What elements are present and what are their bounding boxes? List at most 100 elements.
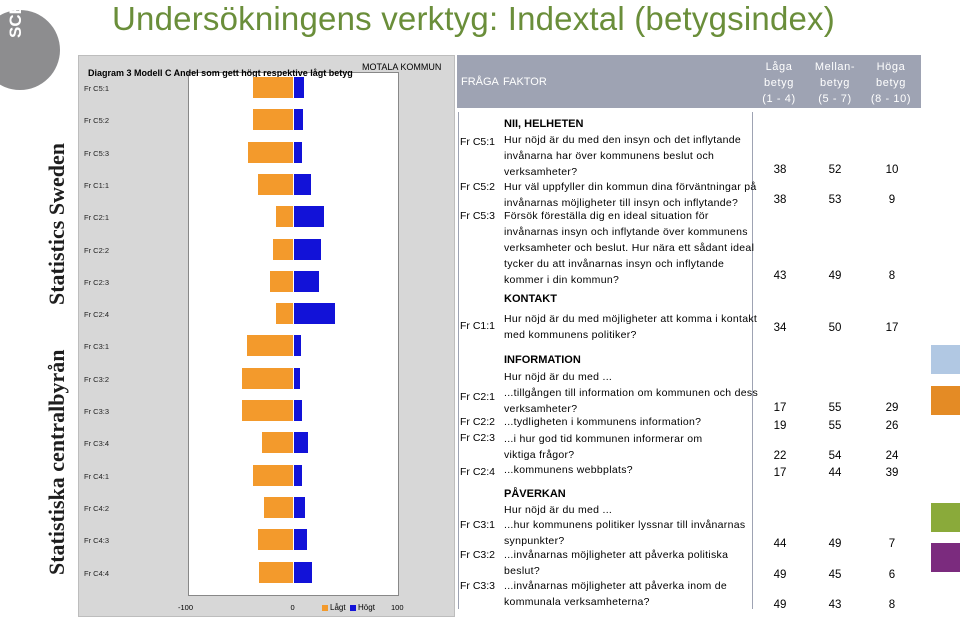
legend-swatch-low (322, 604, 328, 611)
chart-bar-low (253, 464, 294, 486)
chart-subtitle: MOTALA KOMMUN (362, 62, 442, 72)
chart-bar-high (293, 432, 309, 454)
value-cell: 49 (773, 569, 787, 581)
value-cell: 34 (773, 322, 787, 334)
question-code: Fr C5:2 (460, 181, 496, 193)
value-cell: 9 (888, 194, 896, 206)
question-text: invånarnas insyn och inflytande över kom… (504, 226, 748, 238)
chart-x-tick: -100 (178, 603, 194, 612)
table-header: FRÅGA FAKTOR Låga betyg (1 - 4) Mellan- … (457, 55, 921, 108)
chart-bar-low (258, 561, 294, 583)
question-code: Fr C5:3 (460, 210, 496, 222)
header-low-2: betyg (764, 77, 794, 89)
side-color-square (931, 345, 960, 374)
question-text: beslut? (504, 565, 540, 577)
question-text: kommunala verksamheterna? (504, 596, 650, 608)
chart-category-label: Fr C2:2 (84, 245, 110, 255)
chart-bar-high (293, 400, 302, 421)
question-text: ...tydligheten i kommunens information? (504, 416, 702, 428)
brand-english: Statistics Sweden (44, 143, 69, 305)
chart-category-label: Fr C1:1 (84, 180, 110, 190)
value-cell: 49 (773, 599, 787, 611)
section-intro: Hur nöjd är du med ... (504, 371, 613, 383)
section-label: NII, HELHETEN (504, 118, 584, 130)
section-label: KONTAKT (504, 293, 557, 305)
chart-category-label: Fr C2:4 (84, 310, 110, 320)
chart-bar-high (293, 496, 306, 518)
side-color-square (931, 543, 960, 572)
question-text: ...hur kommunens politiker lyssnar till … (504, 519, 746, 531)
value-cell: 55 (828, 420, 842, 432)
header-mid-3: (5 - 7) (818, 93, 852, 105)
question-text: Hur nöjd är du med den insyn och det inf… (504, 134, 742, 146)
value-cell: 52 (828, 164, 842, 176)
value-cell: 10 (885, 164, 899, 176)
value-cell: 29 (885, 402, 899, 414)
question-text: ...i hur god tid kommunen informerar om (504, 433, 703, 445)
chart-category-label: Fr C2:3 (84, 277, 110, 287)
value-cell: 45 (828, 569, 842, 581)
question-code: Fr C2:3 (460, 432, 496, 444)
header-mid-2: betyg (820, 77, 850, 89)
brand-swedish: Statistiska centralbyrån (44, 349, 69, 576)
chart-bar-low (253, 77, 294, 98)
value-cell: 53 (828, 194, 842, 206)
question-text: med kommunens politiker? (504, 329, 637, 341)
header-low: Låga betyg (1 - 4) (749, 59, 809, 107)
chart-bar-high (293, 367, 300, 389)
header-high: Höga betyg (8 - 10) (861, 59, 921, 107)
chart-bar-high (293, 303, 335, 325)
question-text: ...invånarnas möjligheter att påverka in… (504, 580, 728, 592)
chart-category-label: Fr C5:3 (84, 148, 110, 158)
table-divider-values (752, 112, 753, 609)
header-high-3: (8 - 10) (870, 93, 912, 105)
question-text: kommer i din kommun? (504, 274, 620, 286)
question-code: Fr C3:2 (460, 549, 496, 561)
chart-bar-low (263, 496, 294, 518)
header-low-3: (1 - 4) (762, 93, 796, 105)
chart-category-label: Fr C5:1 (84, 84, 110, 93)
page-title: Undersökningens verktyg: Indextal (betyg… (112, 0, 835, 37)
chart-bar-high (293, 141, 302, 163)
chart-category-label: Fr C4:1 (84, 471, 110, 481)
chart-title: Diagram 3 Modell C Andel som gett högt r… (88, 68, 353, 78)
chart-category-label: Fr C4:4 (84, 568, 110, 578)
chart-category-label: Fr C3:1 (84, 342, 110, 352)
chart-category-label: Fr C5:2 (84, 116, 110, 126)
chart-category-label: Fr C2:1 (84, 213, 110, 223)
question-code: Fr C2:1 (460, 391, 496, 403)
question-text: invånarna har över kommunens beslut och (504, 150, 715, 162)
chart-bar-low (275, 303, 294, 325)
value-cell: 39 (885, 467, 899, 479)
question-code: Fr C5:1 (460, 136, 496, 148)
header-high-1: Höga (876, 61, 906, 73)
scb-logo-text: SCB (6, 2, 25, 38)
value-cell: 19 (773, 420, 787, 432)
chart-bar-high (293, 561, 313, 583)
question-text: verksamheter och beslut. Hur nära ett så… (504, 242, 755, 254)
question-text: synpunkter? (504, 535, 565, 547)
question-text: viktiga frågor? (504, 449, 575, 461)
chart-legend: Lågt Högt (322, 603, 375, 612)
header-mid-1: Mellan- (814, 61, 856, 73)
value-cell: 26 (885, 420, 899, 432)
chart-bar-high (293, 529, 308, 551)
question-code: Fr C3:3 (460, 580, 496, 592)
chart-bar-high (293, 270, 319, 292)
chart-bar-low (248, 141, 294, 163)
value-cell: 43 (828, 599, 842, 611)
question-code: Fr C3:1 (460, 519, 496, 531)
value-cell: 7 (888, 538, 896, 550)
value-cell: 50 (828, 322, 842, 334)
chart-bar-low (253, 109, 294, 131)
chart-bar-low (275, 206, 294, 228)
chart-category-label: Fr C4:3 (84, 536, 110, 546)
chart-bar-low (257, 173, 294, 195)
value-cell: 24 (885, 450, 899, 462)
question-text: ...tillgången till information om kommun… (504, 387, 759, 399)
question-text: Hur väl uppfyller din kommun dina förvän… (504, 181, 757, 193)
header-fraga: FRÅGA (461, 76, 499, 88)
chart-bar-high (293, 109, 303, 131)
question-text: ...kommunens webbplats? (504, 464, 633, 476)
value-cell: 44 (773, 538, 787, 550)
